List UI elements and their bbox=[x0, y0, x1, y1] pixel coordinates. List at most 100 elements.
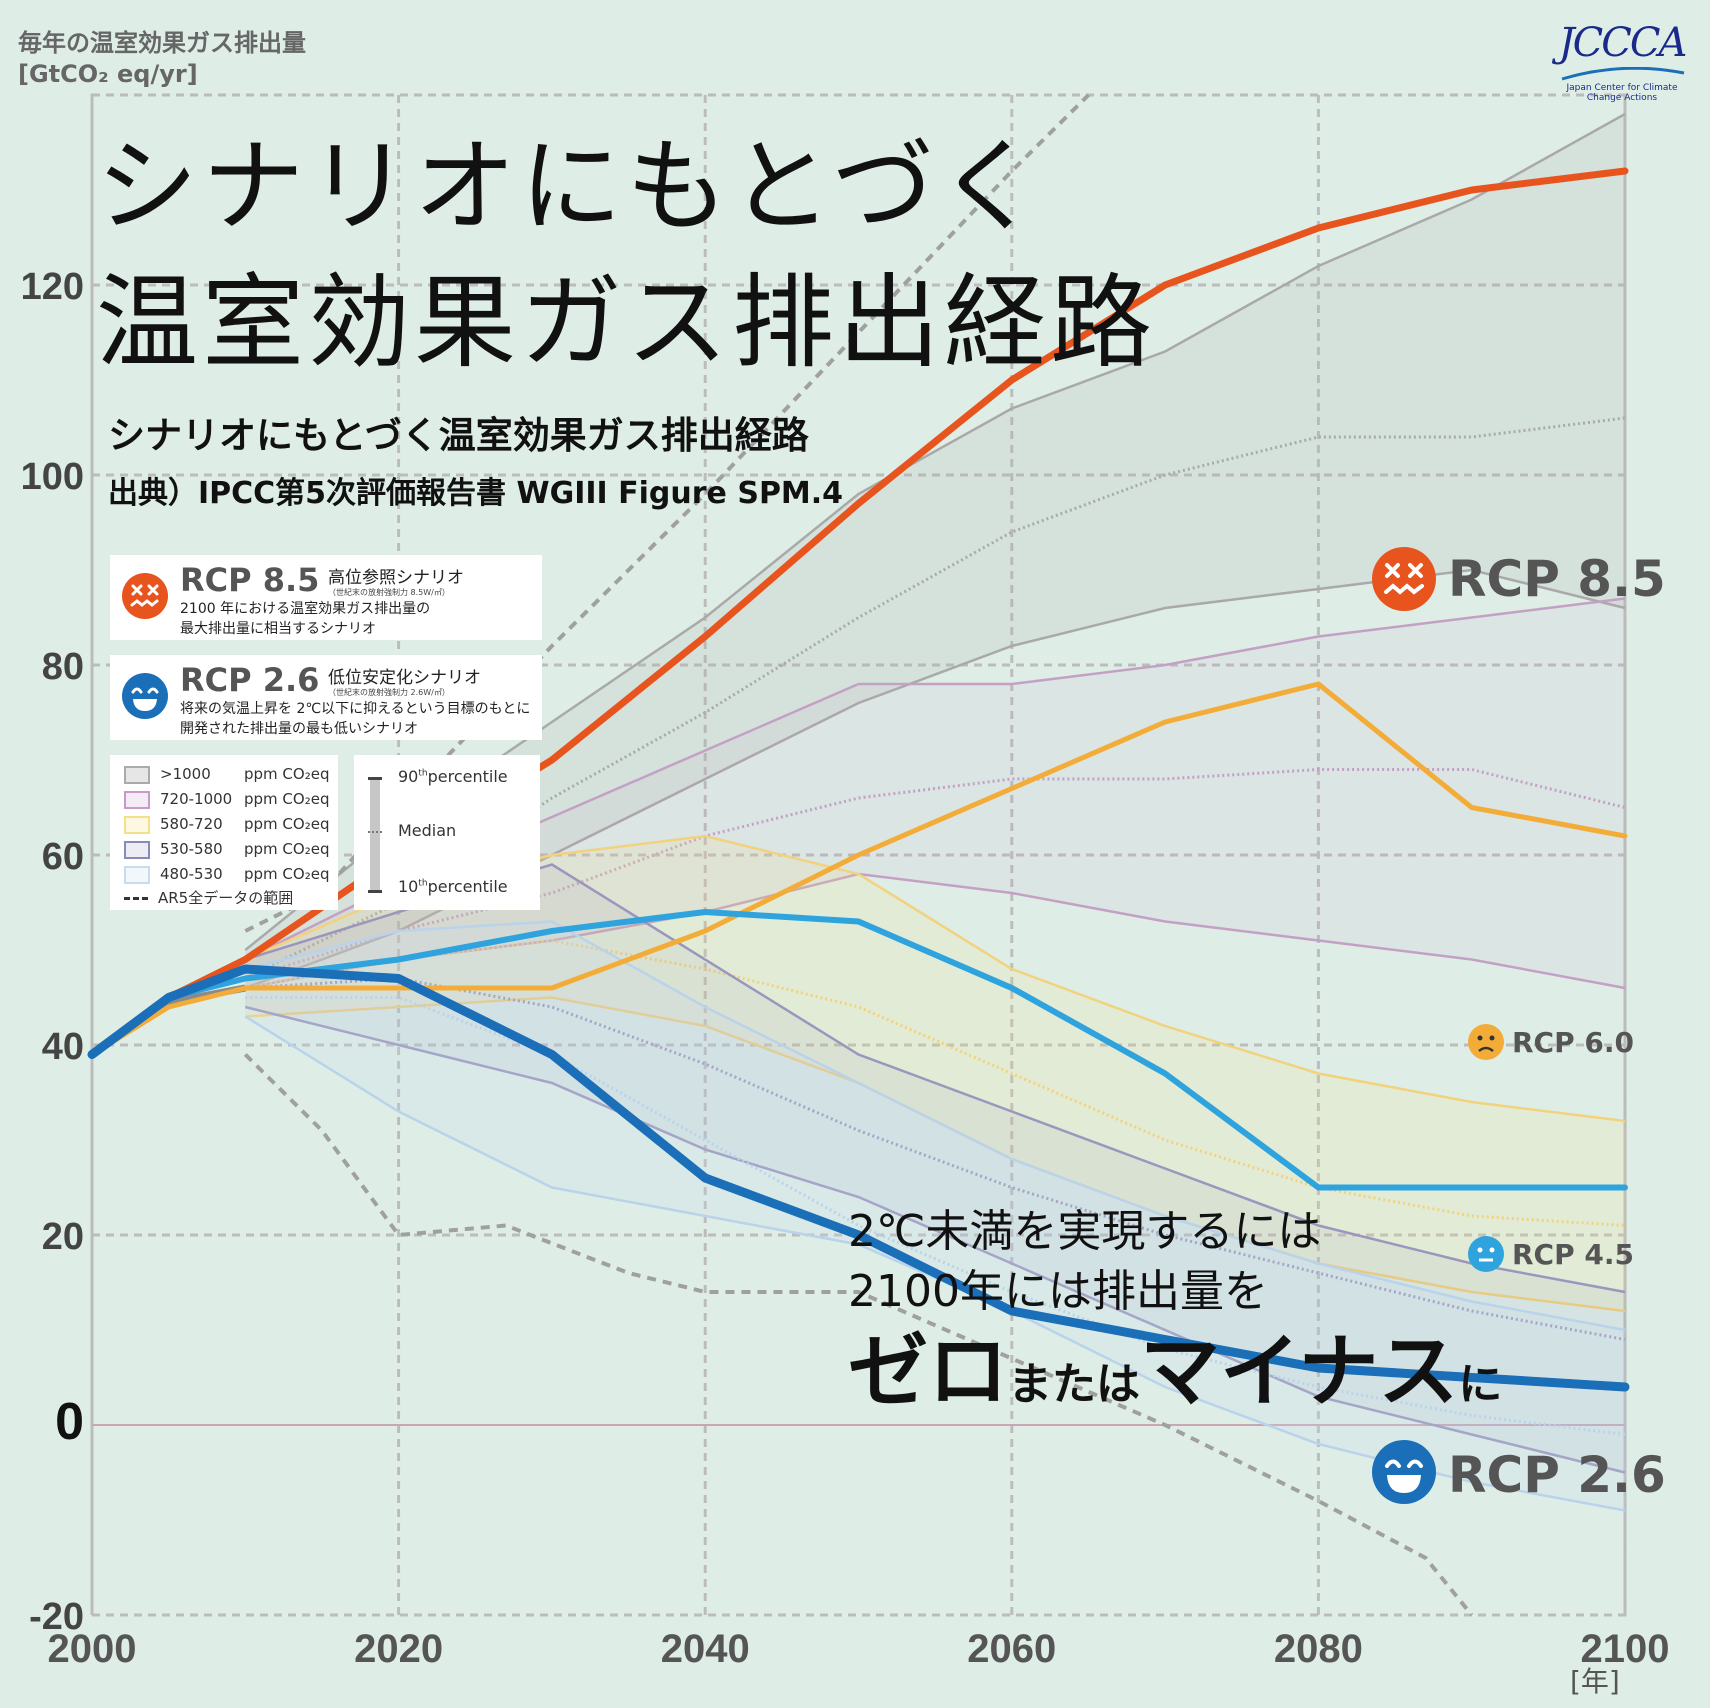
band-p90-line bbox=[244, 920, 1626, 1332]
y-tick-label: 40 bbox=[42, 1026, 84, 1068]
legend-swatch bbox=[124, 865, 150, 884]
x-tick-label: 2040 bbox=[661, 1627, 750, 1671]
x-tick-label: 2060 bbox=[967, 1627, 1056, 1671]
rcp26-card: RCP 2.6 低位安定化シナリオ （世紀末の放射強制力 2.6W/㎡） 将来の… bbox=[110, 655, 542, 740]
annotation-ni: に bbox=[1458, 1359, 1503, 1410]
main-title-line1: シナリオにもとづく bbox=[96, 128, 1044, 247]
p90-label: 90thpercentile bbox=[398, 767, 508, 786]
annotation-line2: 2100年には排出量を bbox=[848, 1266, 1268, 1317]
legend-swatch bbox=[124, 790, 150, 809]
legend-swatch bbox=[124, 840, 150, 859]
legend-unit: ppm CO₂eq bbox=[244, 840, 330, 858]
rcp85-card-label: RCP 8.5 bbox=[180, 561, 320, 599]
median-label: Median bbox=[398, 821, 457, 840]
p90-tick-icon bbox=[368, 777, 382, 780]
dizzy-face-icon bbox=[122, 573, 168, 619]
legend-item: 580-720 ppm CO₂eq bbox=[124, 815, 329, 834]
main-title-line2: 温室効果ガス排出経路 bbox=[96, 264, 1156, 383]
x-tick-label: 2000 bbox=[48, 1627, 137, 1671]
p90-number: 90 bbox=[398, 767, 419, 786]
happy-face-icon bbox=[122, 673, 168, 719]
scenario-band bbox=[245, 864, 1625, 1473]
legend-swatch bbox=[124, 815, 150, 834]
legend-range: 720-1000 bbox=[160, 790, 233, 808]
legend-unit: ppm CO₂eq bbox=[244, 765, 330, 783]
series-line-rcp85 bbox=[88, 167, 1629, 1058]
legend-item: >1000 ppm CO₂eq bbox=[124, 765, 329, 784]
scenario-band bbox=[245, 836, 1625, 1311]
p10-number: 10 bbox=[398, 877, 419, 896]
band-p10-line bbox=[245, 872, 1626, 990]
legend-item: 480-530 ppm CO₂eq bbox=[124, 865, 329, 884]
legend-ar5-label: AR5全データの範囲 bbox=[158, 889, 294, 907]
rcp26-card-desc-line2: 開発された排出量の最も低いシナリオ bbox=[180, 721, 418, 737]
rcp60-series-label: RCP 6.0 bbox=[1512, 1026, 1634, 1059]
band-median-line bbox=[245, 938, 1626, 1227]
legend-range: 480-530 bbox=[160, 865, 223, 883]
p90-suffix: th bbox=[418, 768, 428, 779]
annotation-line1: 2℃未満を実現するには bbox=[848, 1206, 1322, 1257]
rcp85-card-name: 高位参照シナリオ bbox=[328, 568, 464, 588]
y-tick-label: 100 bbox=[21, 456, 84, 498]
rcp45-neutral-face-icon bbox=[1468, 1236, 1504, 1272]
rcp26-card-desc-line1: 将来の気温上昇を 2℃以下に抑えるという目標のもとに bbox=[180, 701, 531, 717]
rcp85-series-label: RCP 8.5 bbox=[1448, 550, 1666, 608]
p10-tick-icon bbox=[368, 890, 382, 893]
scenario-band bbox=[245, 114, 1625, 988]
p10-label: 10thpercentile bbox=[398, 877, 508, 896]
legend-unit: ppm CO₂eq bbox=[244, 790, 330, 808]
main-title: シナリオにもとづく 温室効果ガス排出経路 bbox=[96, 120, 1156, 392]
rcp85-card-desc-line1: 2100 年における温室効果ガス排出量の bbox=[180, 601, 431, 617]
y-tick-label: 120 bbox=[21, 266, 84, 308]
rcp26-series-label: RCP 2.6 bbox=[1448, 1446, 1666, 1504]
logo-swoosh-icon bbox=[1561, 66, 1685, 81]
annotation-or: または bbox=[1008, 1359, 1140, 1410]
rcp85-card: RCP 8.5 高位参照シナリオ （世紀末の放射強制力 8.5W/㎡） 2100… bbox=[110, 555, 542, 640]
rcp45-series-label: RCP 4.5 bbox=[1512, 1238, 1634, 1271]
annotation-line3: ゼロまたはマイナスに bbox=[848, 1330, 1502, 1436]
y-tick-label: 80 bbox=[42, 646, 84, 688]
y-tick-label: -20 bbox=[29, 1596, 84, 1638]
rcp85-dizzy-face-icon bbox=[1372, 547, 1436, 611]
p10-word: percentile bbox=[427, 877, 508, 896]
x-axis-unit: [年] bbox=[1570, 1665, 1620, 1698]
y-tick-label: 60 bbox=[42, 836, 84, 878]
legend-item: 530-580 ppm CO₂eq bbox=[124, 840, 329, 859]
legend-item-ar5: AR5全データの範囲 bbox=[124, 887, 293, 908]
legend-range: >1000 bbox=[160, 765, 211, 783]
rcp26-card-name: 低位安定化シナリオ bbox=[328, 668, 481, 688]
source-citation: 出典）IPCC第5次評価報告書 WGIII Figure SPM.4 bbox=[108, 476, 844, 511]
annotation-zero: ゼロ bbox=[848, 1325, 1008, 1418]
band-median-line bbox=[245, 976, 1626, 1341]
x-tick-label: 2080 bbox=[1274, 1627, 1363, 1671]
y-axis-label-unit: [GtCO₂ eq/yr] bbox=[18, 60, 198, 88]
x-tick-label: 2020 bbox=[354, 1627, 443, 1671]
jccca-logo: JCCCA Japan Center for Climate Change Ac… bbox=[1552, 20, 1692, 103]
rcp60-worried-face-icon bbox=[1468, 1024, 1504, 1060]
legend-range: 580-720 bbox=[160, 815, 223, 833]
rcp26-card-desc: 将来の気温上昇を 2℃以下に抑えるという目標のもとに 開発された排出量の最も低いシ… bbox=[180, 699, 530, 739]
p90-word: percentile bbox=[427, 767, 508, 786]
legend-range: 530-580 bbox=[160, 840, 223, 858]
rcp26-happy-face-icon bbox=[1372, 1440, 1436, 1504]
annotation-minus: マイナス bbox=[1140, 1325, 1459, 1418]
band-median-line bbox=[244, 416, 1626, 980]
legend-dash-icon bbox=[124, 897, 148, 900]
p10-suffix: th bbox=[418, 878, 428, 889]
band-median-line bbox=[245, 996, 1626, 1436]
subtitle: シナリオにもとづく温室効果ガス排出経路 bbox=[108, 414, 809, 457]
series-line-rcp45 bbox=[89, 909, 1628, 1191]
legend-unit: ppm CO₂eq bbox=[244, 865, 330, 883]
rcp26-card-label: RCP 2.6 bbox=[180, 661, 320, 699]
median-tick-icon bbox=[368, 831, 382, 833]
rcp85-card-desc-line2: 最大排出量に相当するシナリオ bbox=[180, 621, 376, 637]
legend-unit: ppm CO₂eq bbox=[244, 815, 330, 833]
logo-mark: JCCCA bbox=[1558, 20, 1688, 66]
y-tick-label: 0 bbox=[55, 1393, 84, 1451]
concentration-legend: >1000 ppm CO₂eq 720-1000 ppm CO₂eq 580-720… bbox=[110, 755, 338, 910]
y-tick-label: 20 bbox=[42, 1216, 84, 1258]
rcp26-card-note: （世紀末の放射強制力 2.6W/㎡） bbox=[328, 688, 450, 697]
percentile-legend: 90thpercentile Median 10thpercentile bbox=[354, 755, 540, 910]
